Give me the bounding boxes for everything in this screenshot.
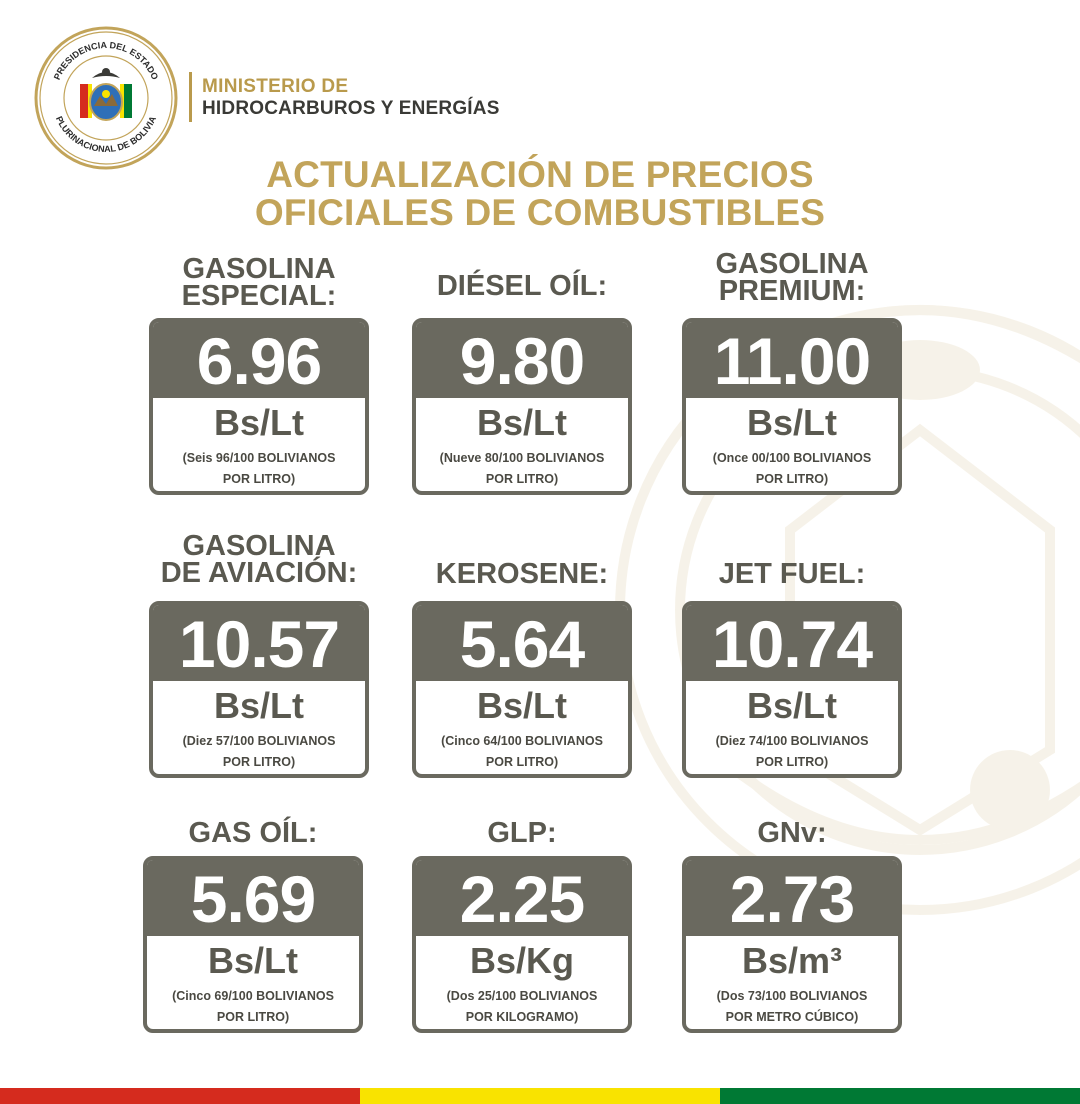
price-value: 10.74 xyxy=(686,605,898,681)
price-in-words: (Once 00/100 BOLIVIANOS POR LITRO) xyxy=(712,451,872,486)
price-unit: Bs/Lt xyxy=(214,685,304,726)
price-value: 2.25 xyxy=(416,860,628,936)
price-in-words: (Diez 57/100 BOLIVIANOS POR LITRO) xyxy=(182,734,336,769)
price-value: 5.64 xyxy=(416,605,628,681)
page-title: ACTUALIZACIÓN DE PRECIOS OFICIALES DE CO… xyxy=(0,156,1080,232)
fuel-name: GASOLINA PREMIUM: xyxy=(715,248,869,307)
price-in-words: (Cinco 69/100 BOLIVIANOS POR LITRO) xyxy=(172,989,334,1024)
price-value: 6.96 xyxy=(153,322,365,398)
ministry-line-2: HIDROCARBUROS Y ENERGÍAS xyxy=(202,98,500,119)
flag-yellow-stripe xyxy=(360,1088,720,1104)
price-unit: Bs/Lt xyxy=(214,402,304,443)
price-in-words: (Diez 74/100 BOLIVIANOS POR LITRO) xyxy=(715,734,869,769)
fuel-name: JET FUEL: xyxy=(718,558,866,590)
price-in-words: (Nueve 80/100 BOLIVIANOS POR LITRO) xyxy=(439,451,605,486)
price-box: 9.80 Bs/Lt (Nueve 80/100 BOLIVIANOS POR L… xyxy=(412,318,632,495)
price-unit: Bs/Kg xyxy=(469,940,574,981)
price-box: 5.69 Bs/Lt (Cinco 69/100 BOLIVIANOS POR L… xyxy=(143,856,363,1033)
price-box: 11.00 Bs/Lt (Once 00/100 BOLIVIANOS POR L… xyxy=(682,318,902,495)
price-in-words: (Dos 25/100 BOLIVIANOS POR KILOGRAMO) xyxy=(446,989,598,1024)
price-unit: Bs/Lt xyxy=(477,402,567,443)
price-value: 10.57 xyxy=(153,605,365,681)
title-line-1: ACTUALIZACIÓN DE PRECIOS xyxy=(266,154,814,195)
price-box: 2.73 Bs/m³ (Dos 73/100 BOLIVIANOS POR MET… xyxy=(682,856,902,1033)
fuel-name: GAS OÍL: xyxy=(188,817,318,849)
price-box: 10.74 Bs/Lt (Diez 74/100 BOLIVIANOS POR L… xyxy=(682,601,902,778)
fuel-name: GASOLINA ESPECIAL: xyxy=(181,253,337,312)
bolivia-flag-strip xyxy=(0,1088,1080,1104)
price-box: 10.57 Bs/Lt (Diez 57/100 BOLIVIANOS POR L… xyxy=(149,601,369,778)
price-in-words: (Dos 73/100 BOLIVIANOS POR METRO CÚBICO) xyxy=(716,989,868,1024)
ministry-name: MINISTERIO DE HIDROCARBUROS Y ENERGÍAS xyxy=(202,76,500,120)
price-value: 5.69 xyxy=(147,860,359,936)
presidency-seal-icon: PRESIDENCIA DEL ESTADO PLURINACIONAL DE … xyxy=(34,26,178,170)
price-value: 2.73 xyxy=(686,860,898,936)
price-in-words: (Seis 96/100 BOLIVIANOS POR LITRO) xyxy=(182,451,336,486)
price-unit: Bs/Lt xyxy=(208,940,298,981)
price-unit: Bs/Lt xyxy=(477,685,567,726)
ministry-line-1: MINISTERIO DE xyxy=(202,76,349,97)
ministry-divider xyxy=(189,72,192,122)
price-unit: Bs/m³ xyxy=(741,940,843,981)
price-value: 9.80 xyxy=(416,322,628,398)
flag-red-stripe xyxy=(0,1088,360,1104)
fuel-name: GASOLINA DE AVIACIÓN: xyxy=(160,530,358,589)
fuel-name: KEROSENE: xyxy=(435,558,609,590)
title-line-2: OFICIALES DE COMBUSTIBLES xyxy=(254,192,826,233)
price-unit: Bs/Lt xyxy=(747,685,837,726)
price-unit: Bs/Lt xyxy=(747,402,837,443)
price-value: 11.00 xyxy=(686,322,898,398)
price-box: 6.96 Bs/Lt (Seis 96/100 BOLIVIANOS POR LI… xyxy=(149,318,369,495)
fuel-name: GNv: xyxy=(757,817,827,849)
flag-green-stripe xyxy=(720,1088,1080,1104)
price-in-words: (Cinco 64/100 BOLIVIANOS POR LITRO) xyxy=(441,734,603,769)
fuel-name: DIÉSEL OÍL: xyxy=(436,270,608,302)
price-box: 2.25 Bs/Kg (Dos 25/100 BOLIVIANOS POR KIL… xyxy=(412,856,632,1033)
price-box: 5.64 Bs/Lt (Cinco 64/100 BOLIVIANOS POR L… xyxy=(412,601,632,778)
fuel-name: GLP: xyxy=(487,817,557,849)
